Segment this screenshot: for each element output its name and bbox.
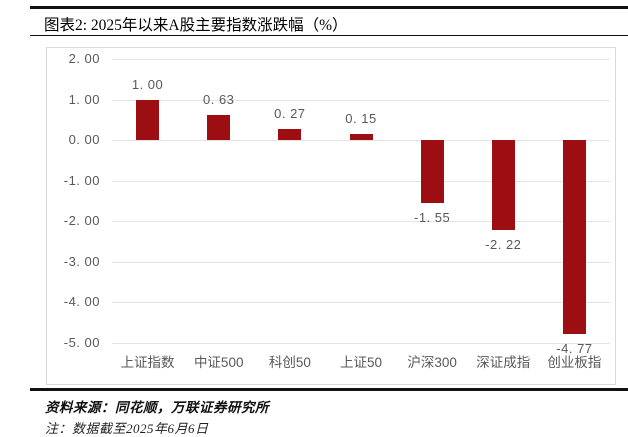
x-axis-category-label: 中证500 xyxy=(193,355,244,370)
bar-上证指数 xyxy=(136,99,160,141)
gridline xyxy=(112,261,610,263)
gridline xyxy=(112,180,610,182)
bar-沪深300 xyxy=(420,140,444,204)
footnote-cutoff: 注：数据截至2025年6月6日 xyxy=(45,421,209,436)
y-axis-tick-label: 1. 00 xyxy=(68,91,100,107)
report-figure-page: { "figure": { "title": "图表2: 2025年以来A股主要… xyxy=(30,6,628,436)
bar-value-label: -2. 22 xyxy=(485,237,522,253)
y-axis-tick-label: -2. 00 xyxy=(63,213,100,229)
x-axis-category-label: 深证成指 xyxy=(476,355,531,370)
y-axis-tick-label: -4. 00 xyxy=(63,294,100,310)
bar-上证50 xyxy=(349,134,373,141)
gridline xyxy=(112,343,610,344)
x-axis-category-label: 沪深300 xyxy=(407,355,457,370)
bar-value-label: 0. 63 xyxy=(202,91,235,107)
bar-value-label: 0. 15 xyxy=(345,111,377,127)
gridline xyxy=(112,59,610,60)
x-axis-category-label: 上证50 xyxy=(339,355,382,370)
bar-深证成指 xyxy=(491,140,515,231)
gridline xyxy=(112,99,610,101)
y-axis-tick-label: 2. 00 xyxy=(68,51,100,66)
x-axis-category-label: 创业板指 xyxy=(547,355,602,370)
y-axis-tick-label: -3. 00 xyxy=(63,253,100,269)
source-note: 资料来源：同花顺，万联证券研究所 xyxy=(45,400,269,415)
bottom-border-rule xyxy=(30,388,628,391)
bar-创业板指 xyxy=(562,140,586,334)
bar-value-label: 0. 27 xyxy=(274,106,306,122)
bar-中证500 xyxy=(207,114,231,141)
x-axis-category-label: 上证指数 xyxy=(120,355,175,370)
bar-chart: 2. 00 1. 00 0. 00 -1. 00 -2. 00 -3. 00 -4. 00 -… xyxy=(46,47,616,385)
gridline xyxy=(112,302,610,304)
bar-科创50 xyxy=(278,129,302,141)
gridline xyxy=(112,140,610,142)
bar-value-label: 1. 00 xyxy=(131,76,164,92)
y-axis-tick-label: -1. 00 xyxy=(63,172,100,188)
gridline xyxy=(112,221,610,223)
bar-value-label: -4. 77 xyxy=(556,340,593,356)
top-border-rule xyxy=(30,6,628,9)
bar-value-label: -1. 55 xyxy=(414,210,451,226)
figure-title: 图表2: 2025年以来A股主要指数涨跌幅（%） xyxy=(44,17,348,34)
x-axis-category-label: 科创50 xyxy=(268,355,311,370)
y-axis-tick-label: 0. 00 xyxy=(68,132,100,148)
title-underline-rule xyxy=(30,34,628,36)
y-axis-tick-label: -5. 00 xyxy=(63,335,100,350)
